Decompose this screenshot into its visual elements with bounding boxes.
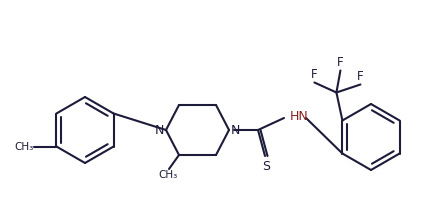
Text: CH₃: CH₃ [14,141,33,152]
Text: CH₃: CH₃ [158,170,178,180]
Text: F: F [357,71,364,83]
Text: F: F [337,57,344,69]
Text: N: N [155,124,164,136]
Text: N: N [231,124,240,136]
Text: HN: HN [290,111,309,124]
Text: S: S [262,160,270,173]
Text: F: F [311,69,318,81]
